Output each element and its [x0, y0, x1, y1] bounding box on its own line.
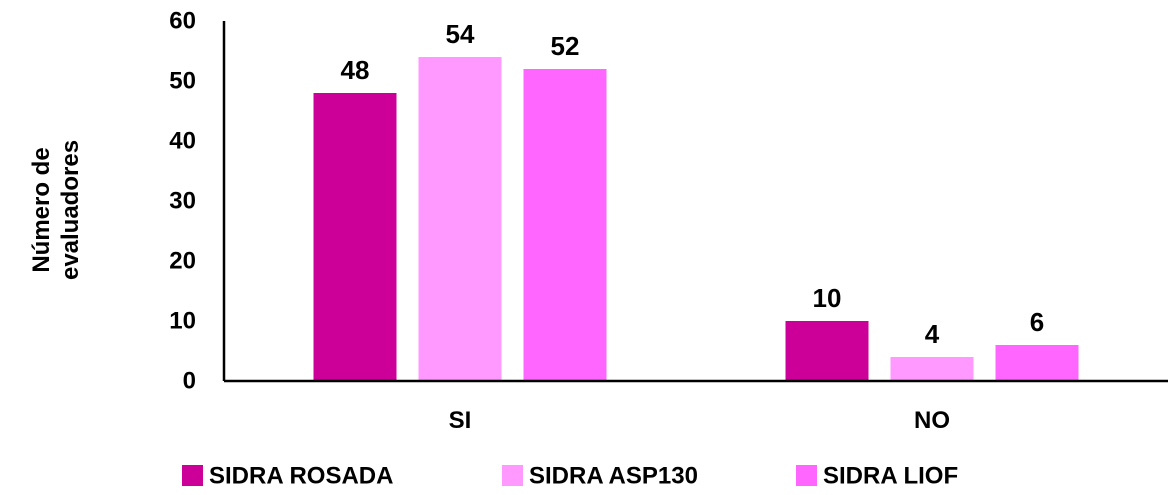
legend-item: SIDRA ASP130 [502, 463, 698, 490]
y-axis-title: Número de evaluadores [28, 140, 84, 280]
bar [785, 321, 869, 381]
y-tick-label: 30 [169, 188, 196, 215]
x-category-label: NO [914, 407, 950, 434]
y-tick-label: 10 [169, 308, 196, 335]
y-axis-title-line-2: evaluadores [57, 140, 84, 280]
bar [523, 69, 607, 381]
legend: SIDRA ROSADA SIDRA ASP130 SIDRA LIOF [182, 463, 958, 490]
y-tick-label: 20 [169, 248, 196, 275]
legend-swatch [796, 465, 817, 486]
data-label: 52 [551, 31, 580, 61]
legend-item: SIDRA ROSADA [182, 463, 393, 490]
bar [418, 57, 502, 381]
bar [995, 345, 1079, 381]
data-label: 10 [813, 283, 842, 313]
x-axis-categories: SI NO [449, 407, 950, 434]
bar [313, 93, 397, 381]
data-label: 54 [446, 19, 475, 49]
legend-label: SIDRA ROSADA [209, 463, 393, 490]
legend-swatch [502, 465, 523, 486]
x-category-label: SI [449, 407, 472, 434]
legend-swatch [182, 465, 203, 486]
y-axis-ticks: 0 10 20 30 40 50 60 [169, 8, 196, 395]
y-tick-label: 50 [169, 68, 196, 95]
bars [313, 57, 1079, 381]
data-label: 6 [1030, 307, 1044, 337]
legend-label: SIDRA LIOF [823, 463, 958, 490]
data-label: 48 [341, 55, 370, 85]
bar [890, 357, 974, 381]
data-label: 4 [925, 319, 940, 349]
data-labels: 48 54 52 10 4 6 [341, 19, 1045, 349]
y-tick-label: 40 [169, 128, 196, 155]
legend-item: SIDRA LIOF [796, 463, 958, 490]
legend-label: SIDRA ASP130 [529, 463, 698, 490]
y-tick-label: 0 [183, 368, 196, 395]
y-tick-label: 60 [169, 8, 196, 35]
y-axis-title-line-1: Número de [28, 147, 55, 272]
axes [222, 21, 1168, 383]
